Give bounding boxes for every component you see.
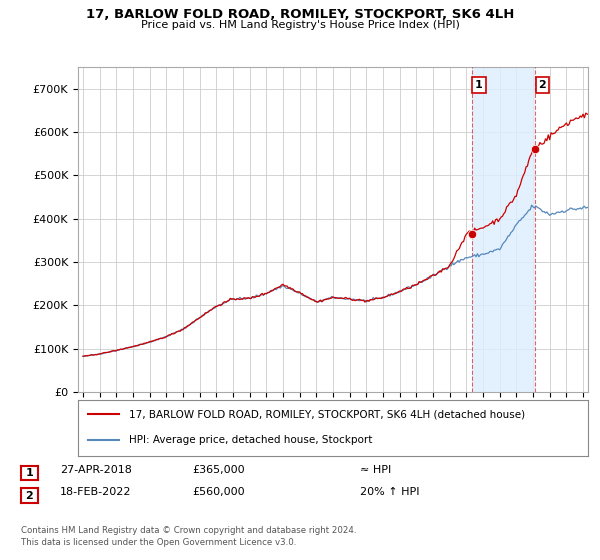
Text: HPI: Average price, detached house, Stockport: HPI: Average price, detached house, Stoc… bbox=[129, 435, 373, 445]
Text: 2: 2 bbox=[26, 491, 33, 501]
Text: Price paid vs. HM Land Registry's House Price Index (HPI): Price paid vs. HM Land Registry's House … bbox=[140, 20, 460, 30]
Text: £365,000: £365,000 bbox=[192, 465, 245, 475]
Text: £560,000: £560,000 bbox=[192, 487, 245, 497]
Bar bbox=[472, 67, 535, 392]
Text: Contains HM Land Registry data © Crown copyright and database right 2024.: Contains HM Land Registry data © Crown c… bbox=[21, 526, 356, 535]
Text: 18-FEB-2022: 18-FEB-2022 bbox=[60, 487, 131, 497]
Text: 17, BARLOW FOLD ROAD, ROMILEY, STOCKPORT, SK6 4LH (detached house): 17, BARLOW FOLD ROAD, ROMILEY, STOCKPORT… bbox=[129, 409, 525, 419]
Text: 1: 1 bbox=[475, 80, 483, 90]
Text: 17, BARLOW FOLD ROAD, ROMILEY, STOCKPORT, SK6 4LH: 17, BARLOW FOLD ROAD, ROMILEY, STOCKPORT… bbox=[86, 8, 514, 21]
Text: 1: 1 bbox=[26, 468, 33, 478]
Text: 27-APR-2018: 27-APR-2018 bbox=[60, 465, 132, 475]
Text: 20% ↑ HPI: 20% ↑ HPI bbox=[360, 487, 419, 497]
Text: This data is licensed under the Open Government Licence v3.0.: This data is licensed under the Open Gov… bbox=[21, 538, 296, 547]
Text: ≈ HPI: ≈ HPI bbox=[360, 465, 391, 475]
Text: 2: 2 bbox=[538, 80, 546, 90]
